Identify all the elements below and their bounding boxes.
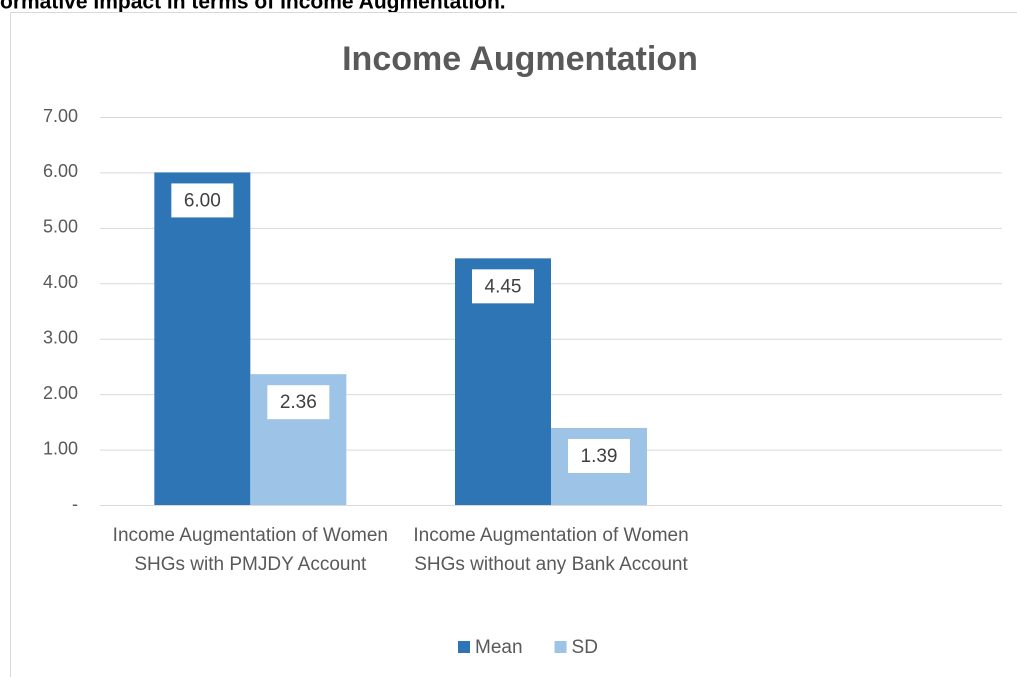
data-label: 4.45: [485, 276, 522, 297]
bar: [154, 172, 251, 505]
data-label: 1.39: [581, 446, 618, 467]
data-label: 2.36: [280, 392, 317, 413]
data-label-box: [267, 385, 330, 420]
legend-label: Mean: [475, 637, 523, 658]
y-tick-label: 6.00: [43, 161, 78, 181]
x-tick-label: Income Augmentation of Women SHGs with P…: [112, 525, 388, 575]
chart-title: Income Augmentation: [342, 40, 698, 78]
data-label-box: [472, 269, 534, 304]
y-tick-label: 1.00: [43, 438, 78, 458]
y-tick-label: 7.00: [43, 106, 78, 126]
legend-swatch: [458, 641, 470, 653]
data-label: 6.00: [184, 190, 221, 211]
y-tick-label: -: [72, 494, 78, 514]
legend-label: SD: [572, 637, 598, 658]
legend-swatch: [554, 641, 567, 653]
y-tick-label: 5.00: [43, 217, 78, 237]
y-tick-label: 2.00: [43, 383, 78, 403]
data-label-box: [171, 183, 234, 218]
chart-border: [10, 12, 1017, 677]
x-tick-label: Income Augmentation of Women SHGs withou…: [413, 525, 689, 575]
data-label-box: [568, 438, 630, 473]
y-tick-label: 4.00: [43, 272, 78, 292]
y-tick-label: 3.00: [43, 327, 78, 347]
caption: ormative Impact in terms of Income Augme…: [0, 0, 506, 14]
